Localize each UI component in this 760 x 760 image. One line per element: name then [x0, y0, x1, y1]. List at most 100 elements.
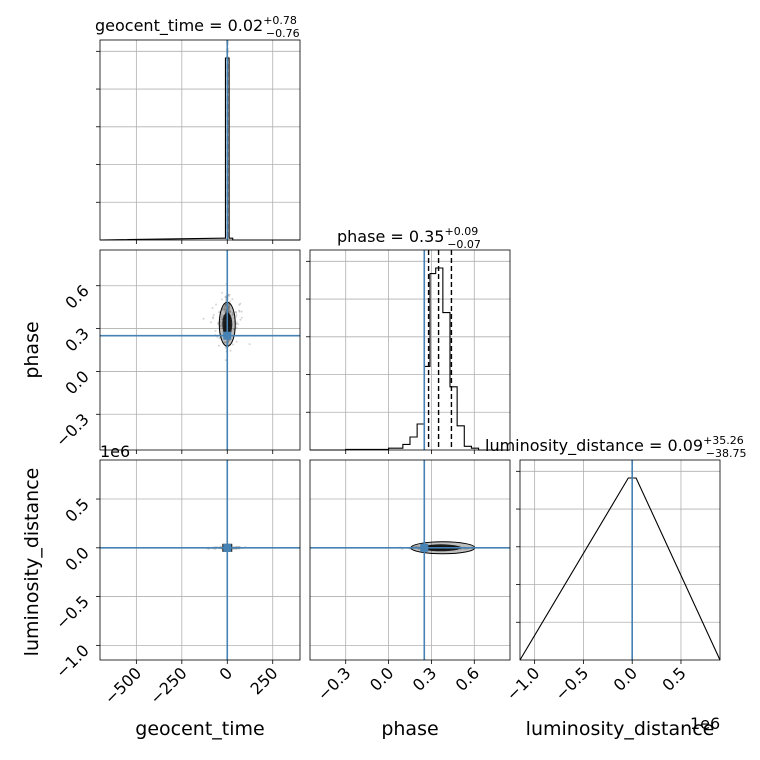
- panel-geocent-time-phase-sample-point: [214, 329, 217, 332]
- panel-geocent-time-phase-sample-point: [232, 328, 235, 331]
- panel-geocent-time-phase-sample-point: [212, 313, 215, 316]
- panel-geocent-time-phase-sample-point: [227, 310, 230, 313]
- ytick-label-phase: −0.3: [52, 410, 93, 451]
- panel-geocent-time-phase-sample-point: [222, 308, 225, 311]
- panel-geocent-time-phase-sample-point: [220, 323, 223, 326]
- panel-geocent-time-phase-sample-point: [228, 305, 231, 308]
- xtick-label-geocent-time: 250: [247, 663, 282, 698]
- ytick-label-phase: 0.3: [61, 324, 92, 355]
- panel-geocent-time-phase-sample-point: [227, 293, 230, 296]
- xlabel-phase: phase: [381, 718, 438, 740]
- panel-geocent-time-phase-sample-point: [240, 310, 243, 313]
- panel-geocent-time-phase-sample-point: [235, 321, 238, 324]
- panel-geocent-time-phase-sample-point: [248, 343, 251, 346]
- panel-geocent-time-phase-sample-point: [224, 303, 227, 306]
- xtick-label-phase: −0.3: [314, 663, 355, 704]
- panel-geocent-time-phase-sample-point: [229, 349, 232, 352]
- panel-geocent-time-phase-sample-point: [232, 313, 235, 316]
- ylabel-phase: phase: [21, 321, 43, 378]
- panel-geocent-time-phase-frame: [99, 249, 301, 451]
- panel-geocent-time-phase-sample-point: [219, 324, 222, 327]
- xtick-label-phase: 0.6: [452, 663, 483, 694]
- panel-geocent-time-phase-sample-point: [209, 321, 212, 324]
- panel-geocent-time-phase-sample-point: [202, 317, 205, 320]
- title-phase: phase = 0.35+0.09 −0.07: [337, 225, 481, 251]
- panel-geocent-time-phase-sample-point: [223, 306, 226, 309]
- panel-geocent-time-phase-sample-point: [224, 295, 227, 298]
- panel-geocent-time-phase-sample-point: [224, 308, 227, 311]
- panel-geocent-time-phase-sample-point: [238, 309, 241, 312]
- xlabel-geocent-time: geocent_time: [135, 718, 264, 740]
- panel-geocent-time-phase-sample-point: [223, 341, 226, 344]
- panel-geocent-time-phase-sample-point: [235, 326, 238, 329]
- panel-geocent-time-luminosity-distance-truth-marker: [223, 543, 232, 552]
- panel-geocent-time-phase-sample-point: [224, 310, 227, 313]
- panel-geocent-time-phase-sample-point: [228, 307, 231, 310]
- histogram-phase: [310, 267, 510, 451]
- panel-geocent-time-phase-sample-point: [235, 340, 238, 343]
- panel-geocent-time-phase-sample-point: [239, 318, 242, 321]
- panel-geocent-time-phase-sample-point: [228, 306, 231, 309]
- panel-geocent-time-phase-sample-point: [221, 291, 224, 294]
- ytick-label-luminosity-distance: 0.0: [61, 543, 92, 574]
- panel-geocent-time-phase-sample-point: [228, 304, 231, 307]
- panel-geocent-time-phase-sample-point: [238, 303, 241, 306]
- panel-geocent-time-phase-sample-point: [224, 346, 227, 349]
- panel-geocent-time-phase-sample-point: [221, 298, 224, 301]
- panel-geocent-time-phase-sample-point: [227, 305, 230, 308]
- panel-geocent-time-phase-sample-point: [228, 293, 231, 296]
- panel-geocent-time-phase-sample-point: [234, 311, 237, 314]
- panel-geocent-time-phase-sample-point: [218, 337, 221, 340]
- xtick-label-geocent-time: 0: [215, 663, 236, 684]
- xtick-label-luminosity-distance: −1.0: [503, 663, 544, 704]
- xtick-label-geocent-time: −500: [101, 663, 146, 708]
- histogram-luminosity-distance: [519, 477, 721, 661]
- panel-phase-luminosity-distance-truth-marker: [420, 543, 429, 552]
- offset-left-luminosity-distance: 1e6: [100, 442, 130, 461]
- panel-geocent-time-phase-sample-point: [223, 309, 226, 312]
- panel-geocent-time-geocent-time-frame: [99, 39, 301, 241]
- ytick-label-luminosity-distance: 0.5: [61, 494, 92, 525]
- title-luminosity-distance: luminosity_distance = 0.09+35.26 −38.75: [485, 434, 747, 460]
- panel-phase-phase-frame: [309, 249, 511, 451]
- panel-geocent-time-phase-sample-point: [221, 318, 224, 321]
- panel-geocent-time-phase-sample-point: [212, 317, 215, 320]
- panel-geocent-time-phase-sample-point: [224, 296, 227, 299]
- ytick-label-phase: 0.6: [61, 281, 92, 312]
- panel-geocent-time-phase-sample-point: [211, 306, 214, 309]
- panel-geocent-time-phase-sample-point: [239, 302, 242, 305]
- panel-geocent-time-phase-sample-point: [237, 323, 240, 326]
- offset-bottom-luminosity-distance: 1e6: [690, 714, 720, 733]
- ytick-label-luminosity-distance: −0.5: [52, 592, 93, 633]
- panel-geocent-time-phase-sample-point: [227, 308, 230, 311]
- panel-geocent-time-phase-sample-point: [229, 300, 232, 303]
- ytick-label-luminosity-distance: −1.0: [52, 641, 93, 682]
- xlabel-luminosity-distance: luminosity_distance: [526, 718, 715, 740]
- panel-geocent-time-phase-sample-point: [228, 311, 231, 314]
- panel-geocent-time-phase-sample-point: [227, 295, 230, 298]
- panel-geocent-time-phase-sample-point: [235, 315, 238, 318]
- panel-geocent-time-phase-sample-point: [227, 339, 230, 342]
- panel-geocent-time-phase-sample-point: [217, 322, 220, 325]
- panel-geocent-time-phase-sample-point: [235, 313, 238, 316]
- panel-geocent-time-phase-sample-point: [227, 305, 230, 308]
- panel-geocent-time-phase-sample-point: [235, 311, 238, 314]
- panel-geocent-time-phase-sample-point: [232, 343, 235, 346]
- xtick-label-luminosity-distance: 0.5: [658, 663, 689, 694]
- panel-geocent-time-phase-sample-point: [221, 308, 224, 311]
- panel-geocent-time-phase-sample-point: [231, 311, 234, 314]
- panel-geocent-time-phase-sample-point: [223, 307, 226, 310]
- panel-geocent-time-phase-sample-point: [218, 311, 221, 314]
- ytick-label-phase: 0.0: [61, 367, 92, 398]
- panel-geocent-time-phase-sample-point: [231, 298, 234, 301]
- xtick-label-luminosity-distance: −0.5: [551, 663, 592, 704]
- xtick-label-phase: 0.0: [366, 663, 397, 694]
- panel-geocent-time-phase-truth-marker: [223, 331, 232, 340]
- panel-geocent-time-phase-sample-point: [212, 316, 215, 319]
- panel-geocent-time-phase-sample-point: [240, 316, 243, 319]
- xtick-label-geocent-time: −250: [146, 663, 191, 708]
- panel-geocent-time-phase-sample-point: [217, 344, 220, 347]
- panel-luminosity-distance-luminosity-distance-frame: [519, 459, 721, 661]
- panel-geocent-time-phase-sample-point: [219, 321, 222, 324]
